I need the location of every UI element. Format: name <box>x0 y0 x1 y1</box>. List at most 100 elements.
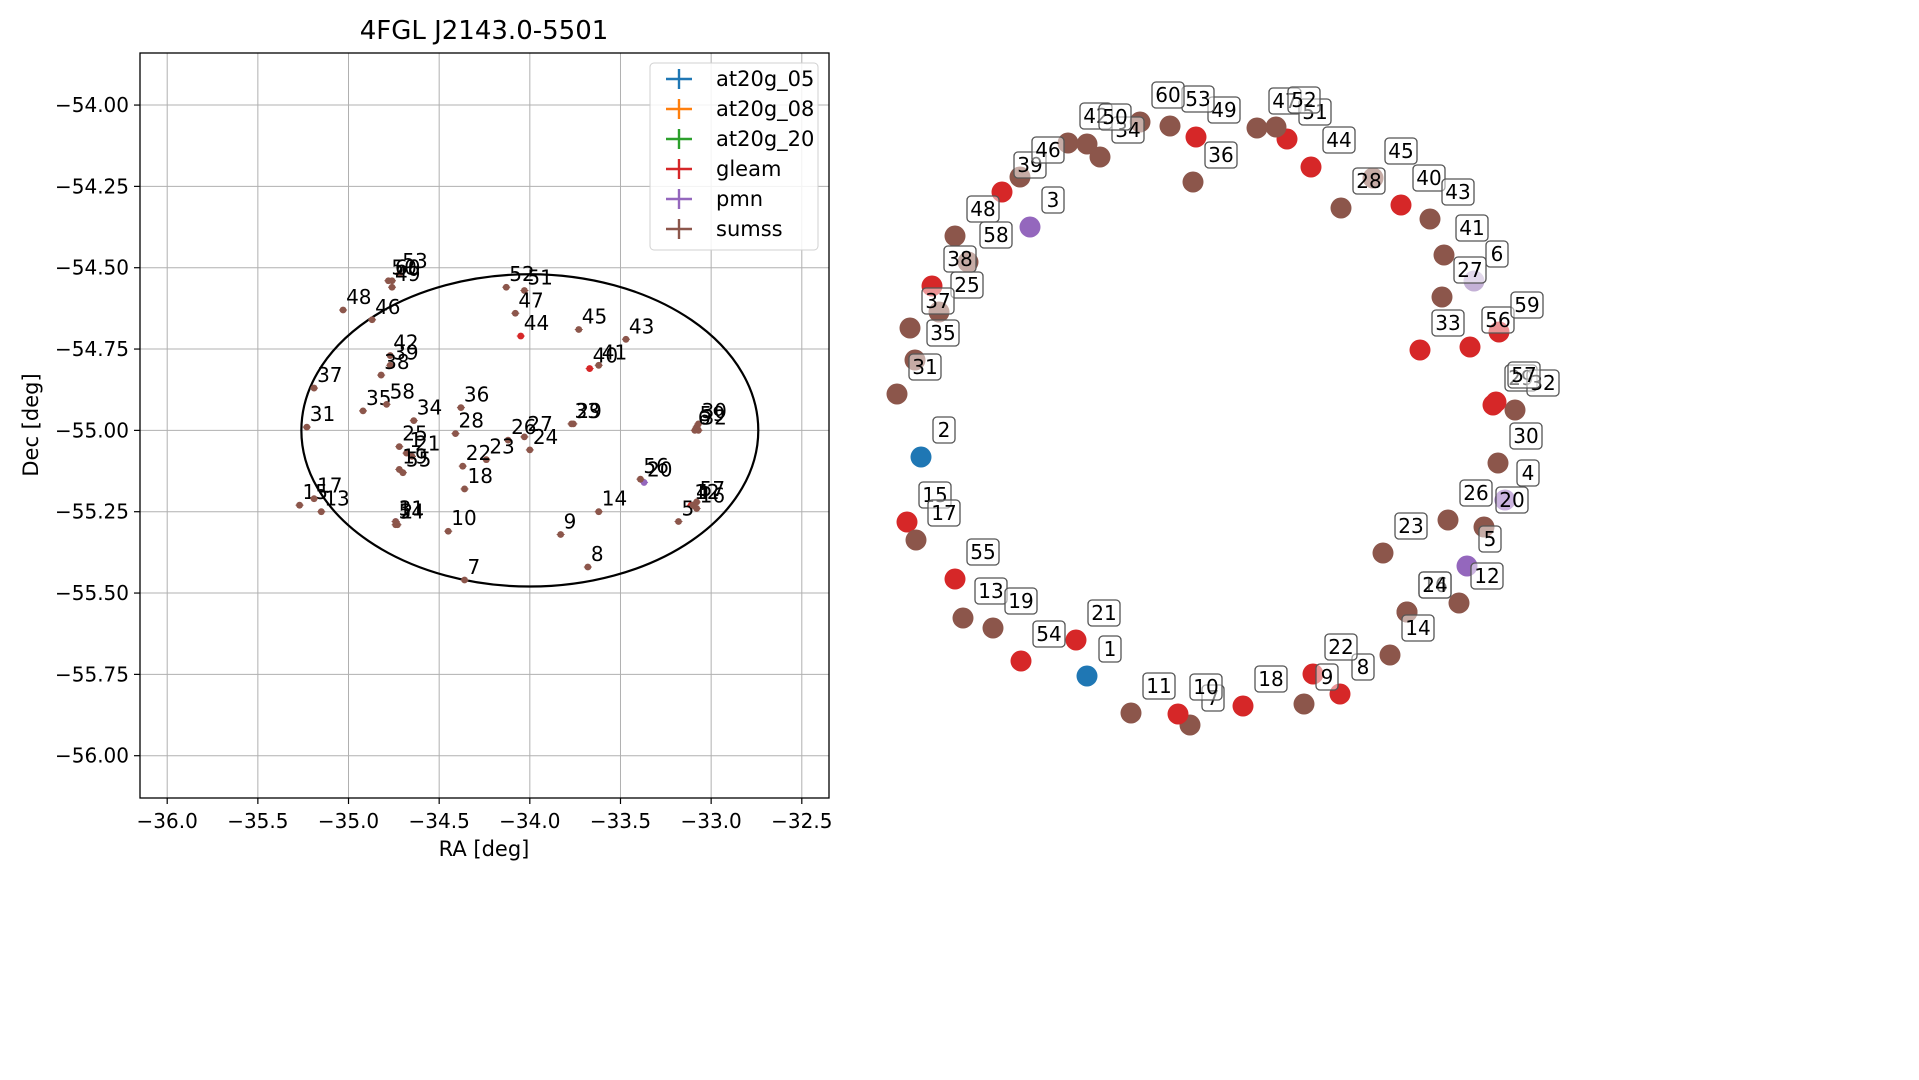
node-27 <box>1431 286 1453 308</box>
data-point-sumss-6 <box>691 426 699 434</box>
data-point-sumss-41 <box>595 361 603 369</box>
point-label-38: 38 <box>384 350 409 374</box>
x-tick-label: −33.0 <box>680 809 741 833</box>
data-point-sumss-56 <box>637 475 644 483</box>
node-label-box-27 <box>1453 256 1487 284</box>
node-label-48: 48 <box>970 197 995 221</box>
node-label-55: 55 <box>970 540 995 564</box>
node-13 <box>952 607 974 629</box>
data-point-sumss-21 <box>408 453 416 460</box>
node-label-box-43 <box>1441 178 1475 206</box>
point-label-24: 24 <box>533 425 558 449</box>
node-label-17: 17 <box>931 501 956 525</box>
y-tick-label: −54.00 <box>55 93 129 117</box>
node-label-box-3 <box>1041 186 1065 214</box>
node-label-box-55 <box>966 538 1000 566</box>
data-point-sumss-43 <box>622 335 630 343</box>
point-label-54: 54 <box>399 500 424 524</box>
point-label-23: 23 <box>489 435 514 459</box>
x-tick-label: −34.5 <box>409 809 470 833</box>
point-label-26: 26 <box>511 415 536 439</box>
data-point-sumss-45 <box>575 326 583 333</box>
node-label-box-22 <box>1324 633 1358 661</box>
node-label-13: 13 <box>978 579 1003 603</box>
node-44 <box>1300 156 1322 178</box>
data-point-sumss-9 <box>557 531 565 538</box>
node-label-box-46 <box>1031 136 1065 164</box>
point-label-3: 3 <box>399 496 412 520</box>
node-label-box-38 <box>943 245 977 273</box>
data-point-sumss-34 <box>410 417 418 425</box>
node-label-1: 1 <box>1104 637 1117 661</box>
node-23 <box>1372 542 1394 564</box>
node-label-box-19 <box>1004 587 1038 615</box>
node-19 <box>982 617 1004 639</box>
node-57 <box>1485 391 1507 413</box>
point-label-52: 52 <box>509 262 534 286</box>
y-tick-label: −56.00 <box>55 744 129 768</box>
y-tick-label: −55.00 <box>55 418 129 442</box>
node-15 <box>896 511 918 533</box>
node-label-box-33 <box>1431 309 1465 337</box>
node-label-24: 24 <box>1422 573 1447 597</box>
node-label-27: 27 <box>1457 258 1482 282</box>
point-label-53: 53 <box>402 249 427 273</box>
x-tick-label: −36.0 <box>137 809 198 833</box>
node-label-box-5 <box>1478 525 1502 553</box>
point-label-19: 19 <box>402 444 427 468</box>
point-label-31: 31 <box>310 402 335 426</box>
point-label-48: 48 <box>346 285 371 309</box>
node-label-box-12 <box>1470 562 1504 590</box>
data-point-sumss-53 <box>395 270 403 278</box>
data-point-sumss-23 <box>482 456 490 464</box>
point-label-37: 37 <box>317 363 342 387</box>
node-50 <box>1076 133 1098 155</box>
node-3 <box>1019 216 1041 238</box>
node-label-38: 38 <box>947 247 972 271</box>
y-tick-label: −54.50 <box>55 256 129 280</box>
point-label-25: 25 <box>402 422 427 446</box>
point-label-13: 13 <box>324 487 349 511</box>
data-point-sumss-36 <box>457 404 465 412</box>
data-point-sumss-18 <box>461 485 468 493</box>
legend-entry-at20g_08: at20g_08 <box>716 97 814 122</box>
node-18 <box>1232 695 1254 717</box>
legend-entry-gleam: gleam <box>716 157 781 181</box>
node-label-44: 44 <box>1326 128 1351 152</box>
point-label-57: 57 <box>700 477 725 501</box>
node-12 <box>1448 592 1470 614</box>
data-point-sumss-22 <box>459 462 467 470</box>
node-label-box-41 <box>1455 214 1489 242</box>
node-label-5: 5 <box>1484 527 1497 551</box>
node-label-53: 53 <box>1185 87 1210 111</box>
node-26 <box>1437 509 1459 531</box>
node-label-box-9 <box>1315 663 1339 691</box>
x-tick-label: −35.0 <box>318 809 379 833</box>
data-point-sumss-19 <box>395 466 403 473</box>
node-label-31: 31 <box>912 355 937 379</box>
data-point-sumss-8 <box>584 563 592 571</box>
node-28 <box>1330 197 1352 219</box>
node-label-box-24 <box>1418 571 1452 599</box>
point-label-4: 4 <box>696 480 709 504</box>
node-30 <box>1487 452 1509 474</box>
node-label-54: 54 <box>1036 622 1061 646</box>
grid <box>140 53 829 798</box>
data-point-sumss-58 <box>383 400 390 408</box>
point-label-51: 51 <box>527 265 552 289</box>
data-point-sumss-60 <box>388 277 396 285</box>
node-label-56: 56 <box>1485 308 1510 332</box>
node-label-box-21 <box>1087 599 1121 627</box>
node-55 <box>944 568 966 590</box>
point-label-14: 14 <box>602 487 627 511</box>
data-point-sumss-28 <box>452 430 459 438</box>
node-label-box-8 <box>1351 653 1375 681</box>
point-label-56: 56 <box>643 454 668 478</box>
data-point-sumss-7 <box>461 576 468 584</box>
node-36 <box>1182 171 1204 193</box>
y-tick-label: −54.75 <box>55 337 129 361</box>
data-point-sumss-33 <box>568 420 575 428</box>
data-point-sumss-49 <box>388 283 396 291</box>
node-label-52: 52 <box>1291 88 1316 112</box>
